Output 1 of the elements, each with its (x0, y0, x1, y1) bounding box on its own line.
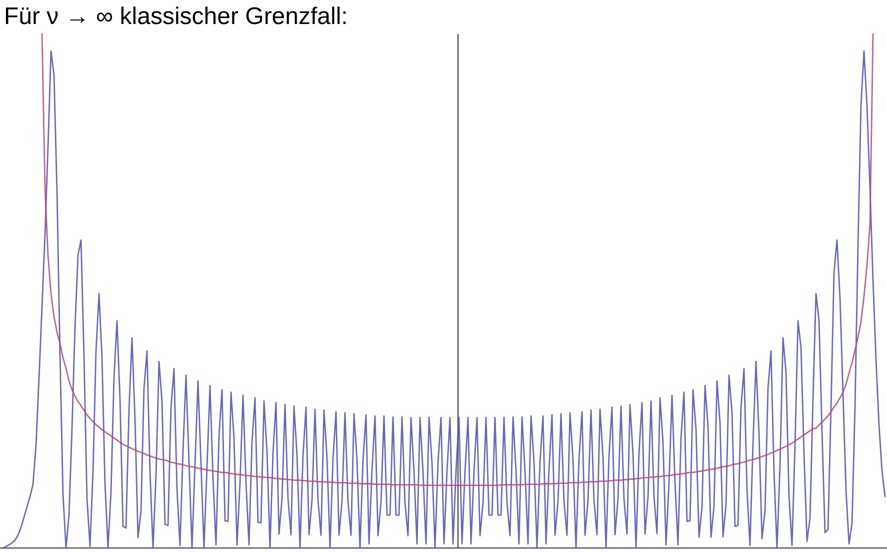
chart-title: Für ν → ∞ klassischer Grenzfall: (4, 3, 348, 30)
